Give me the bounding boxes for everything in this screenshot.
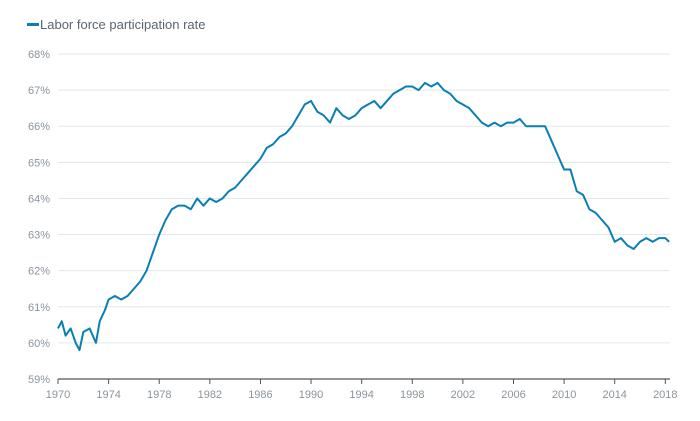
x-tick-label: 2002	[451, 389, 475, 401]
x-tick-label: 1974	[96, 389, 120, 401]
x-tick-label: 1986	[248, 389, 272, 401]
y-tick-label: 60%	[28, 338, 50, 350]
y-tick-label: 63%	[28, 230, 50, 242]
x-tick-label: 1982	[198, 389, 222, 401]
x-tick-label: 2006	[501, 389, 525, 401]
legend-swatch	[27, 23, 39, 26]
x-tick-label: 2018	[653, 389, 677, 401]
x-tick-label: 1970	[46, 389, 70, 401]
x-tick-label: 1978	[147, 389, 171, 401]
y-tick-label: 68%	[28, 49, 50, 61]
x-tick-label: 2014	[602, 389, 626, 401]
series-line	[57, 81, 670, 352]
x-tick-label: 1998	[400, 389, 424, 401]
y-tick-label: 61%	[28, 302, 50, 314]
legend-label: Labor force participation rate	[40, 17, 206, 32]
y-tick-label: 66%	[28, 121, 50, 133]
y-tick-label: 59%	[28, 374, 50, 386]
y-tick-label: 65%	[28, 157, 50, 169]
x-tick-label: 1994	[349, 389, 373, 401]
legend: Labor force participation rate	[27, 17, 205, 32]
y-tick-label: 62%	[28, 266, 50, 278]
y-tick-label: 64%	[28, 193, 50, 205]
x-tick-label: 1990	[299, 389, 323, 401]
y-tick-label: 67%	[28, 85, 50, 97]
x-tick-label: 2010	[552, 389, 576, 401]
